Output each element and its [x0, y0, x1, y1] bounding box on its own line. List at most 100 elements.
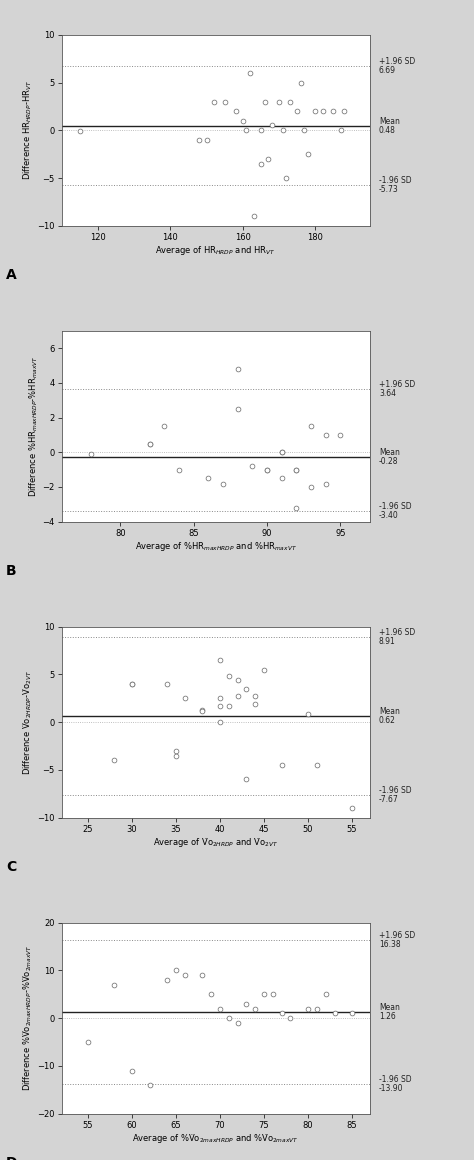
Point	[252, 695, 259, 713]
Point	[297, 73, 305, 92]
Text: -13.90: -13.90	[379, 1085, 403, 1094]
Text: D: D	[6, 1155, 18, 1160]
Point	[243, 994, 250, 1013]
Point	[307, 416, 315, 435]
Point	[181, 966, 189, 985]
Point	[301, 121, 308, 139]
Point	[239, 111, 246, 130]
Text: 0.62: 0.62	[379, 716, 396, 725]
Point	[128, 1061, 136, 1080]
Point	[164, 675, 171, 694]
Point	[311, 102, 319, 121]
Point	[263, 461, 271, 479]
Point	[205, 469, 212, 487]
Text: -3.40: -3.40	[379, 512, 399, 521]
Point	[234, 670, 241, 689]
X-axis label: Average of %HR$_{maxHRDP}$ and %HR$_{maxVT}$: Average of %HR$_{maxHRDP}$ and %HR$_{max…	[135, 541, 297, 553]
Text: +1.96 SD: +1.96 SD	[379, 57, 415, 66]
Point	[348, 799, 356, 818]
Point	[246, 64, 254, 82]
Y-axis label: Difference HR$_{HRDP}$-HR$_{VT}$: Difference HR$_{HRDP}$-HR$_{VT}$	[22, 80, 35, 181]
Point	[221, 93, 228, 111]
Text: +1.96 SD: +1.96 SD	[379, 931, 415, 940]
Point	[304, 145, 312, 164]
Point	[292, 461, 300, 479]
Point	[87, 444, 95, 463]
Point	[304, 704, 312, 723]
Point	[84, 1032, 92, 1051]
Point	[146, 434, 154, 452]
X-axis label: Average of %V̇o$_{2maxHRDP}$ and %V̇o$_{2maxVT}$: Average of %V̇o$_{2maxHRDP}$ and %V̇o$_{…	[132, 1132, 299, 1145]
Point	[225, 1009, 233, 1028]
Point	[322, 426, 329, 444]
Point	[313, 999, 321, 1017]
Point	[76, 122, 83, 140]
Point	[250, 206, 257, 225]
Point	[268, 116, 276, 135]
Text: -7.67: -7.67	[379, 796, 399, 804]
Point	[260, 985, 268, 1003]
Point	[293, 102, 301, 121]
Text: Mean: Mean	[379, 1003, 400, 1013]
Point	[216, 651, 224, 669]
Y-axis label: Difference V̇o$_{2HRDP}$-V̇o$_{2VT}$: Difference V̇o$_{2HRDP}$-V̇o$_{2VT}$	[22, 669, 35, 775]
Point	[292, 461, 300, 479]
Point	[278, 1005, 285, 1023]
Point	[128, 675, 136, 694]
Point	[340, 102, 348, 121]
Point	[219, 474, 227, 493]
Point	[243, 680, 250, 698]
Text: Mean: Mean	[379, 117, 400, 125]
Point	[181, 689, 189, 708]
Text: Mean: Mean	[379, 448, 400, 457]
Text: 3.64: 3.64	[379, 389, 396, 398]
Text: A: A	[6, 268, 17, 282]
Text: -5.73: -5.73	[379, 184, 399, 194]
Text: 1.26: 1.26	[379, 1013, 396, 1021]
Point	[216, 713, 224, 732]
Point	[175, 461, 183, 479]
Text: Mean: Mean	[379, 708, 400, 716]
Text: -1.96 SD: -1.96 SD	[379, 502, 411, 512]
Point	[216, 689, 224, 708]
Y-axis label: Difference %HR$_{maxHRDP}$-%HR$_{maxVT}$: Difference %HR$_{maxHRDP}$-%HR$_{maxVT}$	[27, 355, 40, 498]
Point	[172, 962, 180, 980]
Point	[146, 434, 154, 452]
Point	[269, 985, 277, 1003]
Point	[208, 985, 215, 1003]
Point	[203, 131, 210, 150]
Text: 16.38: 16.38	[379, 940, 401, 949]
Point	[263, 461, 271, 479]
Point	[264, 150, 272, 168]
Point	[307, 478, 315, 496]
Point	[287, 1009, 294, 1028]
Point	[243, 121, 250, 139]
Point	[172, 741, 180, 760]
Text: 0.48: 0.48	[379, 125, 396, 135]
Text: +1.96 SD: +1.96 SD	[379, 628, 415, 637]
Point	[331, 1005, 338, 1023]
Point	[216, 697, 224, 716]
Point	[337, 426, 344, 444]
Text: C: C	[6, 860, 17, 873]
Point	[110, 976, 118, 994]
Point	[279, 121, 286, 139]
Text: -1.96 SD: -1.96 SD	[379, 786, 411, 796]
Point	[243, 770, 250, 789]
Point	[330, 102, 337, 121]
Point	[248, 457, 256, 476]
Text: -1.96 SD: -1.96 SD	[379, 176, 411, 184]
Point	[261, 93, 268, 111]
Point	[252, 999, 259, 1017]
Point	[234, 1014, 241, 1032]
Point	[322, 474, 329, 493]
Point	[278, 756, 285, 775]
Point	[234, 360, 241, 378]
Point	[278, 443, 285, 462]
Point	[146, 1075, 154, 1094]
Text: -1.96 SD: -1.96 SD	[379, 1075, 411, 1085]
Point	[337, 121, 345, 139]
Point	[275, 93, 283, 111]
Point	[348, 1005, 356, 1023]
Point	[199, 702, 206, 720]
